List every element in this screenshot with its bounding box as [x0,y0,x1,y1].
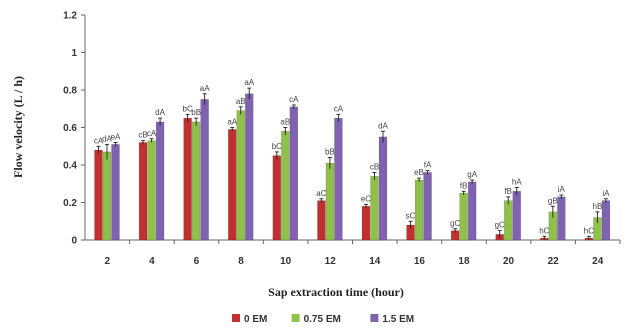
bar [414,179,424,241]
significance-label: aC [316,189,326,198]
y-axis-title: Flow velocity (L / h) [11,76,25,178]
x-tick-label: 10 [280,256,292,267]
bar [361,206,371,241]
bar [200,99,209,241]
significance-label: bB [191,108,201,117]
significance-label: hC [539,226,549,235]
legend-label: 0 EM [244,314,267,325]
y-tick-label: 1.2 [63,11,77,22]
significance-label: fB [504,187,512,196]
y-tick-label: 0.8 [63,86,77,97]
significance-label: dA [155,108,165,117]
significance-label: aA [200,84,210,93]
x-tick-label: 8 [238,256,244,267]
y-tick-label: 0.2 [63,198,77,209]
significance-label: bB [325,148,335,157]
x-tick-label: 20 [503,256,515,267]
y-tick-label: 0.6 [63,123,77,134]
significance-label: fA [424,161,432,170]
significance-label: bC [183,104,193,113]
significance-label: cA [147,129,157,138]
bar [325,162,335,241]
bar [601,200,611,241]
significance-label: hA [512,178,522,187]
bar [557,196,566,241]
significance-label: eB [414,168,424,177]
bar [138,142,148,241]
legend-swatch [232,314,240,322]
x-tick-label: 22 [548,256,560,267]
x-tick-label: 4 [149,256,155,267]
bar [102,151,112,241]
x-tick-label: 14 [369,256,381,267]
legend-swatch [370,314,379,322]
significance-label: fB [460,181,468,190]
legend-label: 1.5 EM [382,314,414,325]
bar [467,181,477,241]
significance-label: aB [280,118,290,127]
significance-label: aA [244,78,254,87]
significance-label: aB [236,97,246,106]
bar [236,110,245,241]
significance-label: iA [602,189,610,198]
significance-label: eA [111,133,121,142]
y-tick-label: 0.4 [63,161,77,172]
significance-label: gB [548,196,558,205]
legend: 0 EM 0.75 EM 1.5 EM [232,314,414,325]
significance-label: cB [370,163,379,172]
significance-label: gC [495,221,505,230]
bar [370,176,379,241]
bar [281,131,290,241]
bar [459,192,468,241]
x-tick-label: 16 [414,256,426,267]
legend-swatch [291,314,300,322]
bar [155,121,165,241]
bar [289,106,299,241]
bar [317,200,326,241]
bar [512,191,521,241]
bar [504,200,513,241]
significance-label: cA [334,104,344,113]
bar [228,129,237,241]
bar [183,117,192,241]
significance-label: bC [272,142,282,151]
significance-label: cA [289,95,299,104]
significance-label: cA [94,136,104,145]
y-tick-label: 0 [71,236,77,247]
significance-label: eC [361,194,371,203]
bar [334,117,343,241]
bar [111,144,120,241]
significance-label: hC [584,226,594,235]
x-tick-label: 12 [325,256,337,267]
bar [245,93,254,241]
significance-label: cB [138,131,147,140]
bar [147,140,156,241]
bar [94,149,103,241]
significance-label: dA [102,134,112,143]
y-tick-label: 1 [71,48,77,59]
bar [272,155,282,241]
significance-label: gC [450,219,460,228]
x-tick-label: 24 [592,256,604,267]
significance-label: gA [467,170,477,179]
legend-label: 0.75 EM [304,314,341,325]
bar [423,172,432,241]
significance-label: sC [406,211,416,220]
x-axis-title: Sap extraction time (hour) [268,285,404,299]
significance-label: dA [378,121,388,130]
significance-label: hB [593,202,603,211]
significance-label: iA [558,185,566,194]
x-tick-label: 2 [105,256,111,267]
bar [378,136,388,241]
x-tick-label: 18 [458,256,470,267]
significance-label: aA [227,118,237,127]
bar [191,121,201,241]
x-tick-label: 6 [194,256,200,267]
